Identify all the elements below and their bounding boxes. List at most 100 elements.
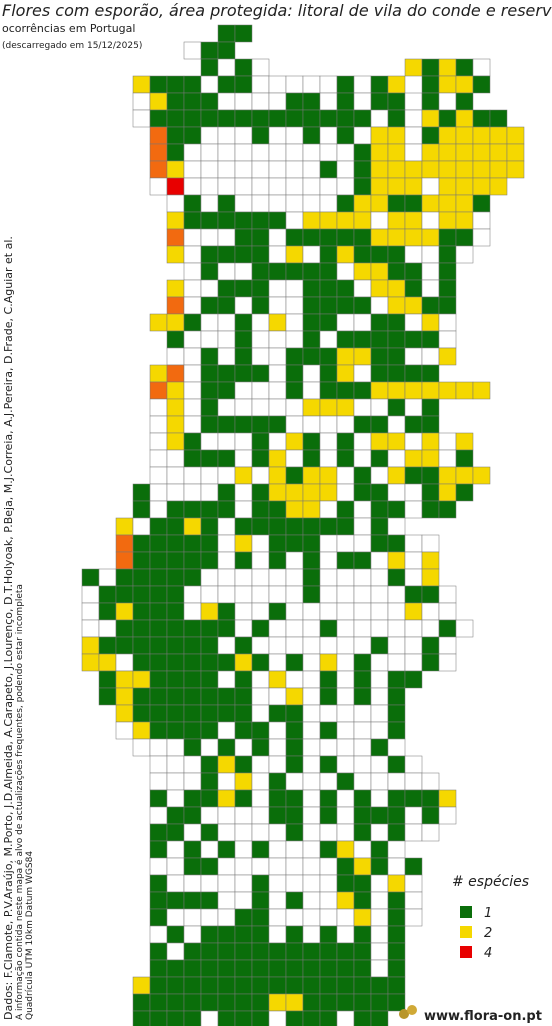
grid-cell: [183, 296, 202, 315]
grid-cell: [81, 585, 100, 604]
grid-cell: [183, 738, 202, 757]
grid-cell: [319, 755, 338, 774]
grid-cell: [285, 143, 304, 162]
grid-cell: [234, 75, 253, 94]
grid-cell: [98, 568, 117, 587]
grid-cell: [132, 75, 151, 94]
grid-cell: [404, 466, 423, 485]
grid-cell: [506, 143, 525, 162]
grid-cell: [285, 466, 304, 485]
grid-cell: [217, 398, 236, 417]
grid-cell: [234, 432, 253, 451]
grid-cell: [353, 483, 372, 502]
grid-cell: [285, 500, 304, 519]
grid-cell: [234, 551, 253, 570]
grid-cell: [370, 721, 389, 740]
grid-cell: [353, 381, 372, 400]
grid-cell: [268, 143, 287, 162]
grid-cell: [421, 449, 440, 468]
grid-cell: [319, 789, 338, 808]
grid-cell: [234, 347, 253, 366]
grid-cell: [251, 160, 270, 179]
grid-cell: [251, 92, 270, 111]
grid-cell: [336, 619, 355, 638]
grid-cell: [200, 313, 219, 332]
grid-cell: [285, 92, 304, 111]
grid-cell: [166, 296, 185, 315]
grid-cell: [438, 789, 457, 808]
grid-cell: [217, 755, 236, 774]
grid-cell: [115, 704, 134, 723]
grid-cell: [166, 517, 185, 536]
grid-cell: [404, 279, 423, 298]
grid-cell: [438, 381, 457, 400]
grid-cell: [166, 398, 185, 417]
grid-cell: [183, 619, 202, 638]
grid-cell: [268, 925, 287, 944]
grid-cell: [353, 364, 372, 383]
grid-cell: [268, 449, 287, 468]
grid-cell: [370, 313, 389, 332]
legend-label: 4: [484, 946, 492, 961]
grid-cell: [251, 704, 270, 723]
grid-cell: [285, 160, 304, 179]
grid-cell: [217, 670, 236, 689]
grid-cell: [234, 364, 253, 383]
grid-cell: [217, 41, 236, 60]
grid-cell: [319, 738, 338, 757]
grid-cell: [421, 126, 440, 145]
grid-cell: [268, 296, 287, 315]
grid-cell: [353, 177, 372, 196]
grid-cell: [217, 330, 236, 349]
grid-cell: [200, 415, 219, 434]
grid-cell: [217, 24, 236, 43]
grid-cell: [200, 1010, 219, 1026]
grid-cell: [438, 806, 457, 825]
grid-cell: [455, 466, 474, 485]
grid-cell: [336, 704, 355, 723]
grid-cell: [268, 942, 287, 961]
grid-cell: [302, 602, 321, 621]
grid-cell: [319, 891, 338, 910]
grid-cell: [421, 398, 440, 417]
grid-cell: [234, 262, 253, 281]
title: Flores com esporão, área protegida: lito…: [2, 1, 552, 20]
grid-cell: [319, 1010, 338, 1026]
grid-cell: [370, 330, 389, 349]
grid-cell: [387, 534, 406, 553]
grid-cell: [285, 755, 304, 774]
grid-cell: [370, 415, 389, 434]
grid-cell: [336, 245, 355, 264]
grid-cell: [336, 840, 355, 859]
grid-cell: [421, 619, 440, 638]
grid-cell: [183, 75, 202, 94]
grid-cell: [370, 602, 389, 621]
grid-cell: [387, 653, 406, 672]
grid-cell: [132, 1010, 151, 1026]
grid-cell: [166, 959, 185, 978]
grid-cell: [166, 551, 185, 570]
grid-cell: [438, 466, 457, 485]
grid-cell: [319, 534, 338, 553]
grid-cell: [387, 738, 406, 757]
grid-cell: [370, 449, 389, 468]
grid-cell: [336, 721, 355, 740]
grid-cell: [319, 806, 338, 825]
grid-cell: [166, 704, 185, 723]
grid-cell: [387, 92, 406, 111]
grid-cell: [302, 568, 321, 587]
grid-cell: [421, 585, 440, 604]
grid-cell: [370, 517, 389, 536]
grid-cell: [251, 653, 270, 672]
grid-cell: [370, 908, 389, 927]
grid-cell: [234, 687, 253, 706]
legend: 1 2 4: [460, 906, 492, 961]
grid-cell: [166, 942, 185, 961]
grid-cell: [421, 432, 440, 451]
grid-cell: [183, 466, 202, 485]
grid-cell: [455, 58, 474, 77]
grid-cell: [336, 126, 355, 145]
grid-cell: [319, 364, 338, 383]
grid-cell: [336, 806, 355, 825]
